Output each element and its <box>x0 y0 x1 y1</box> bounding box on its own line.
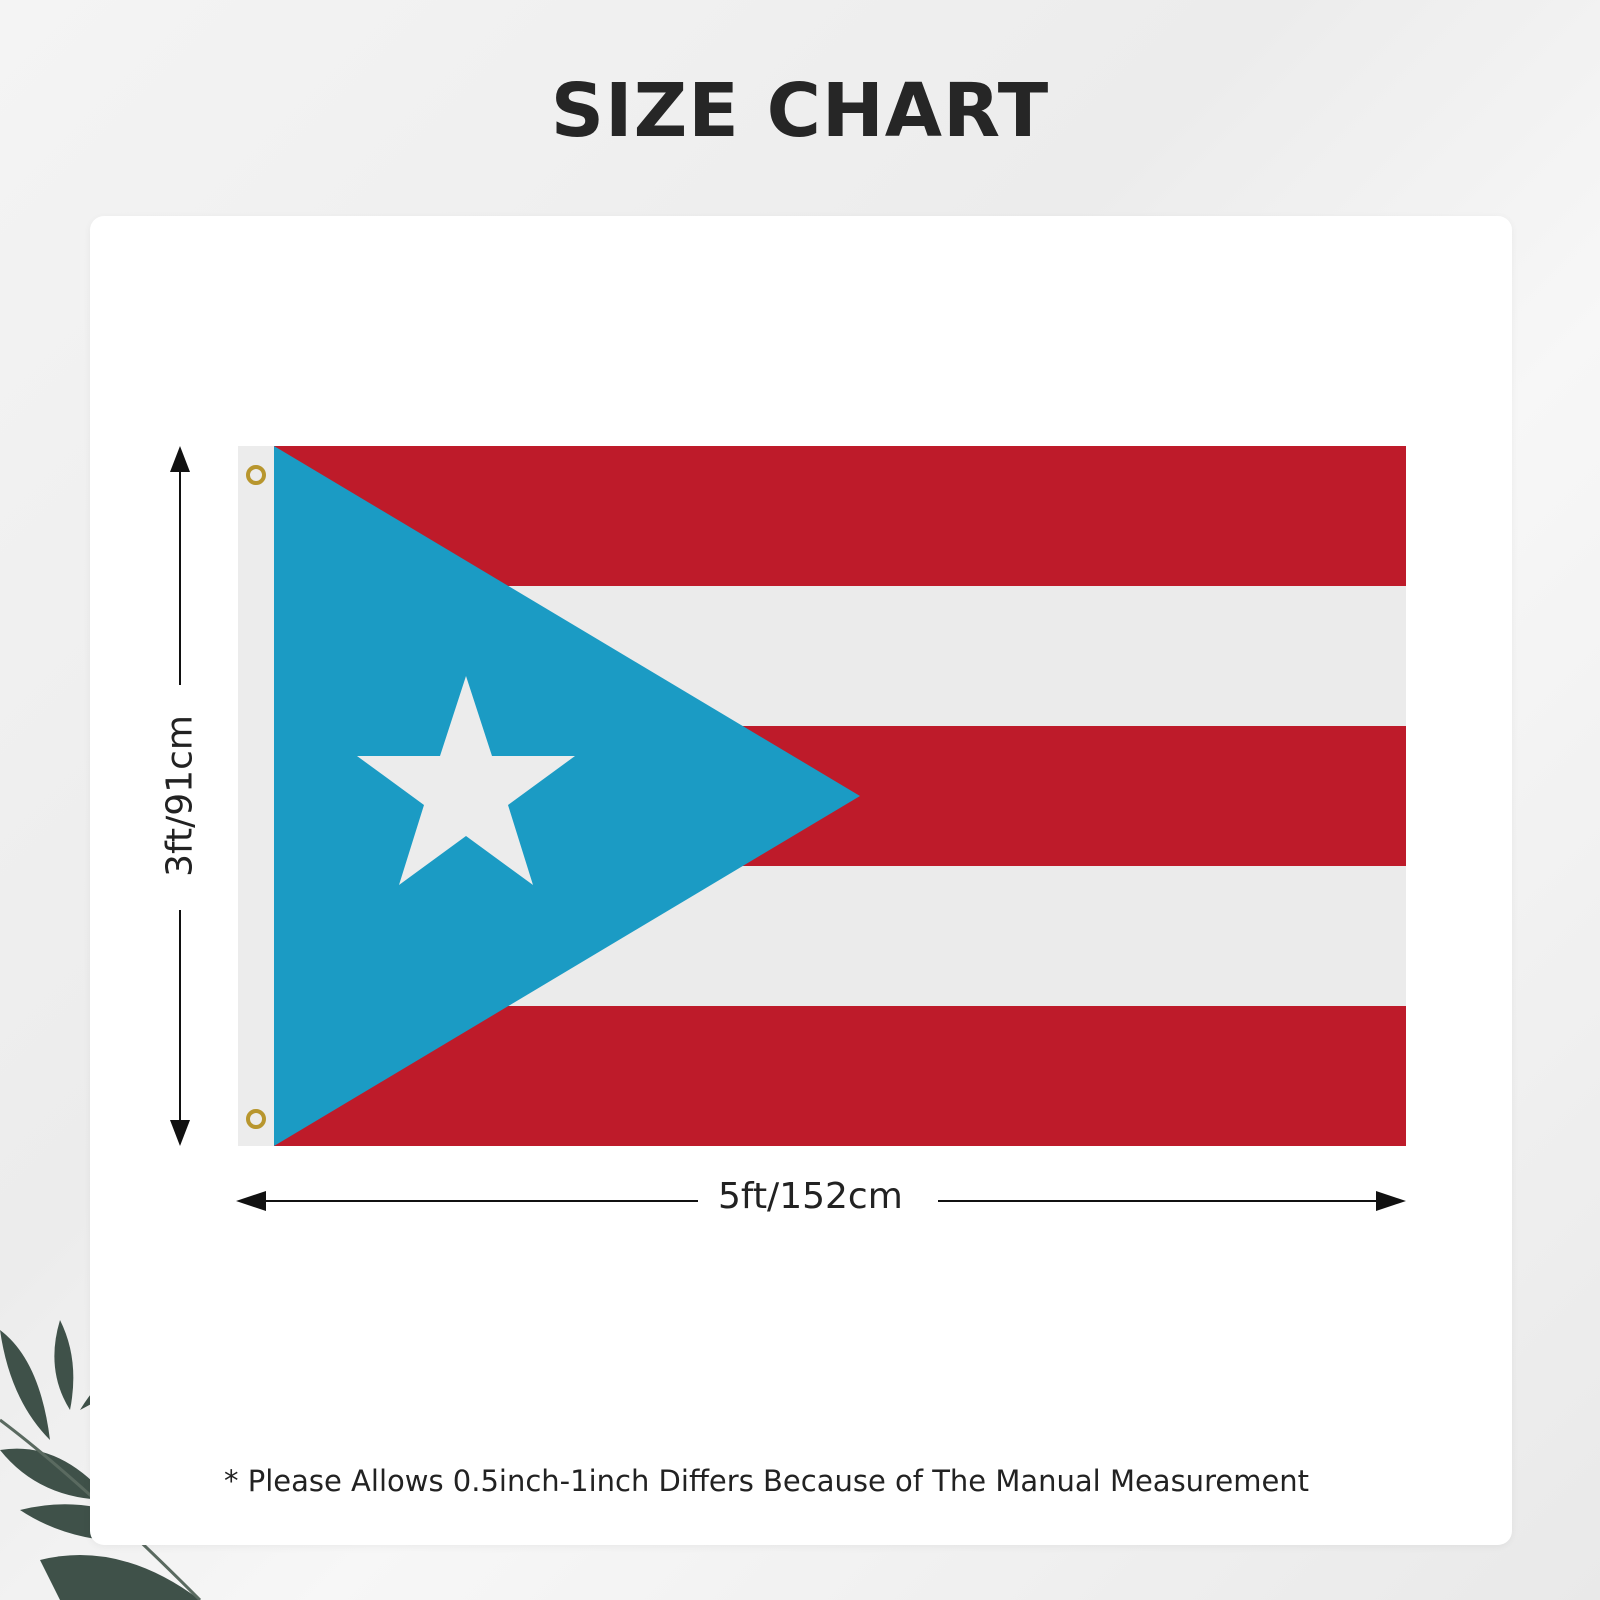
measurement-note: * Please Allows 0.5inch-1inch Differs Be… <box>224 1464 1310 1498</box>
height-label: 3ft/91cm <box>159 715 201 877</box>
flag-star-icon <box>357 676 575 885</box>
grommet-bottom <box>246 1109 266 1129</box>
height-arrow-bottom-icon <box>170 1120 190 1146</box>
width-arrow-left-icon <box>236 1191 266 1211</box>
height-arrow-top-icon <box>170 446 190 472</box>
width-label: 5ft/152cm <box>718 1176 903 1217</box>
width-arrow-line-right <box>938 1200 1378 1202</box>
width-arrow-right-icon <box>1376 1191 1406 1211</box>
flag-blue-triangle <box>274 446 860 1146</box>
height-arrow-line-top <box>179 470 181 685</box>
page-title: SIZE CHART <box>550 68 1050 154</box>
flag-hoist-strip <box>238 446 274 1146</box>
puerto-rico-flag <box>238 446 1406 1146</box>
height-arrow-line-bottom <box>179 910 181 1125</box>
grommet-top <box>246 465 266 485</box>
width-arrow-line-left <box>262 1200 698 1202</box>
